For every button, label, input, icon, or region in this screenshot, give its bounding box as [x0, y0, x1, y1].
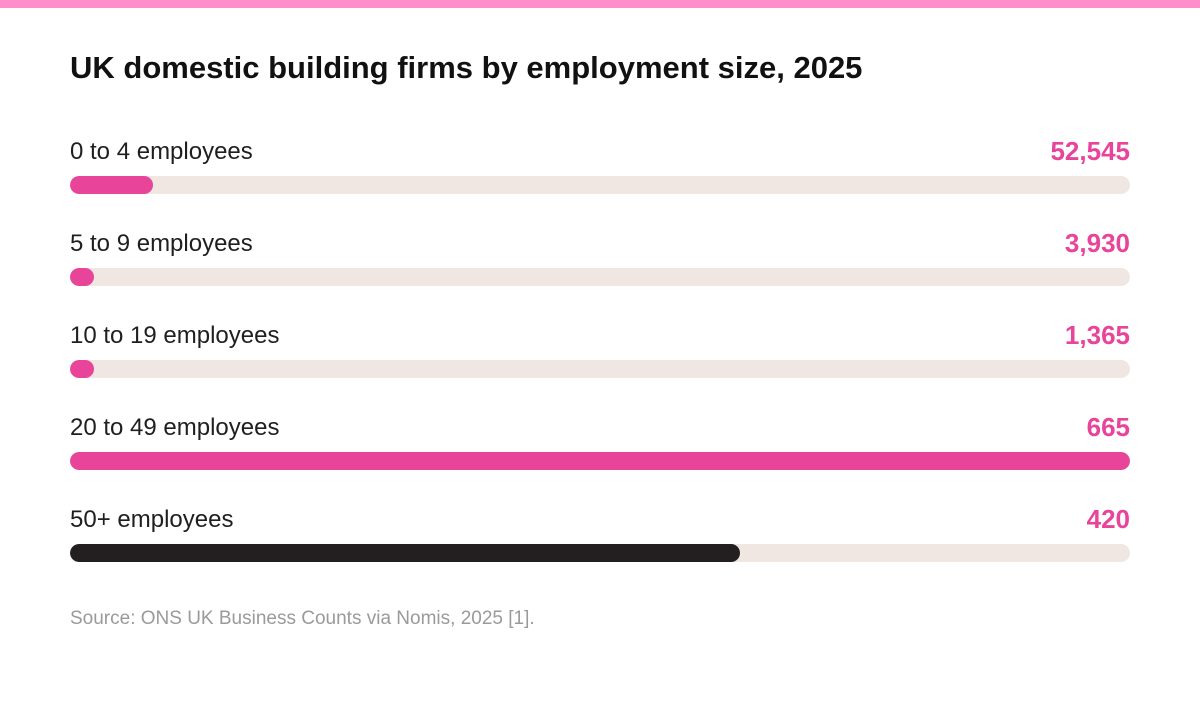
- value-label: 52,545: [1050, 136, 1130, 166]
- top-accent-bar: [0, 0, 1200, 8]
- bar-track: [70, 360, 1130, 378]
- chart-title: UK domestic building firms by employment…: [70, 50, 863, 85]
- category-label: 50+ employees: [70, 506, 234, 533]
- bar-row: 20 to 49 employees 665: [70, 410, 1130, 502]
- value-label: 3,930: [1064, 228, 1130, 258]
- bar: [70, 268, 95, 286]
- bar-track: [70, 268, 1130, 286]
- bar-row: 5 to 9 employees 3,930: [70, 226, 1130, 318]
- bar: [70, 544, 740, 562]
- bar: [70, 452, 1130, 470]
- category-label: 0 to 4 employees: [70, 138, 253, 165]
- bar-row: 0 to 4 employees 52,545: [70, 134, 1130, 226]
- value-label: 420: [1086, 504, 1130, 534]
- bar-rows: 0 to 4 employees 52,545 5 to 9 employees 3,…: [70, 134, 1130, 594]
- category-label: 5 to 9 employees: [70, 230, 253, 257]
- category-label: 20 to 49 employees: [70, 414, 280, 441]
- bar-row: 50+ employees 420: [70, 502, 1130, 594]
- bar: [70, 360, 95, 378]
- category-label: 10 to 19 employees: [70, 322, 280, 349]
- source-note: Source: ONS UK Business Counts via Nomis…: [70, 608, 535, 629]
- bar: [70, 176, 153, 194]
- bar-track: [70, 176, 1130, 194]
- bar-row: 10 to 19 employees 1,365: [70, 318, 1130, 410]
- bar-track: [70, 544, 1130, 562]
- value-label: 665: [1086, 412, 1130, 442]
- value-label: 1,365: [1064, 320, 1130, 350]
- bar-track: [70, 452, 1130, 470]
